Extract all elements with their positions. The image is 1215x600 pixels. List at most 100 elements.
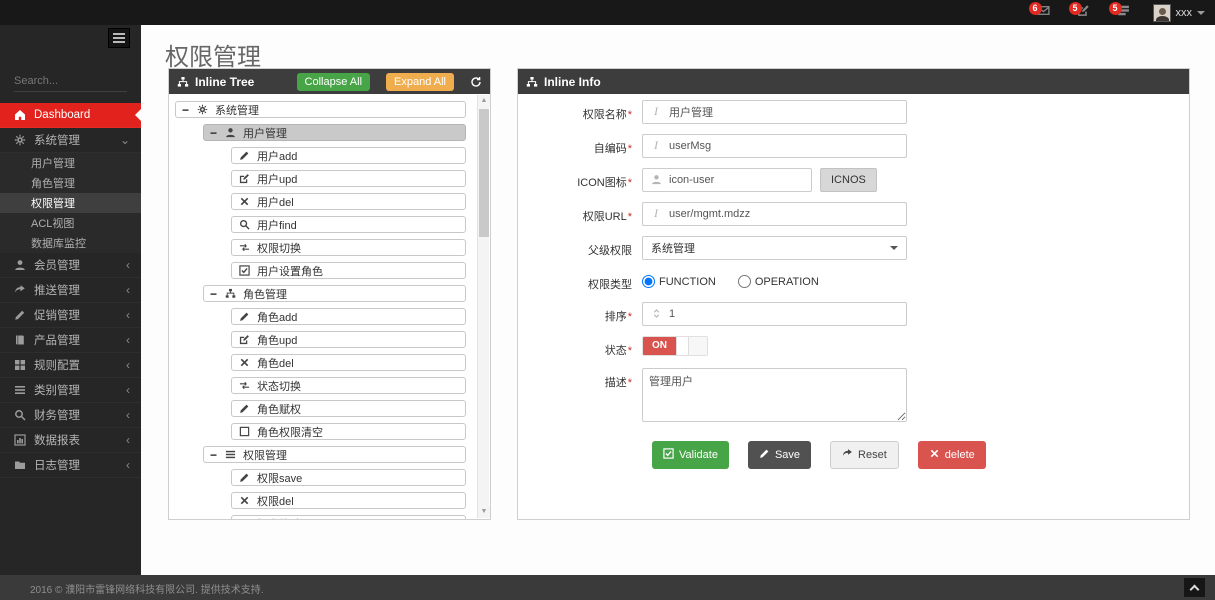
chart-icon — [13, 434, 27, 446]
expand-all-button[interactable]: Expand All — [386, 72, 454, 91]
sidebar-item-规则配置[interactable]: 规则配置 ‹ — [0, 353, 141, 378]
tree-node-角色upd[interactable]: 角色upd — [231, 331, 466, 348]
sidebar-item-label: 数据报表 — [34, 435, 80, 447]
collapse-toggle-icon[interactable]: − — [182, 102, 190, 117]
collapse-toggle-icon[interactable]: − — [210, 286, 218, 301]
field-control — [642, 368, 907, 427]
delete-button[interactable]: delete — [917, 441, 986, 469]
sidebar-subitem-权限管理[interactable]: 权限管理 — [0, 193, 141, 213]
sidebar-item-类别管理[interactable]: 类别管理 ‹ — [0, 378, 141, 403]
scroll-to-top-button[interactable] — [1184, 578, 1205, 597]
field-control: I — [642, 202, 907, 226]
tree-node-用户add[interactable]: 用户add — [231, 147, 466, 164]
tree-node-角色赋权[interactable]: 角色赋权 — [231, 400, 466, 417]
collapse-all-button[interactable]: Collapse All — [296, 72, 371, 91]
envelope-notifications[interactable]: 6 — [1028, 1, 1053, 22]
radio-input[interactable] — [737, 275, 751, 288]
description-textarea[interactable] — [642, 368, 907, 422]
status-toggle[interactable]: ON — [642, 336, 708, 356]
square-icon — [238, 426, 251, 437]
radio-input[interactable] — [642, 275, 655, 288]
tree-node-用户设置角色[interactable]: 用户设置角色 — [231, 262, 466, 279]
sidebar-subitem-ACL视图[interactable]: ACL视图 — [31, 218, 75, 230]
tree-node-label: 用户del — [257, 196, 294, 209]
collapse-toggle-icon[interactable]: − — [210, 447, 218, 462]
user-name: xxx — [1175, 6, 1193, 19]
tree-node-角色权限清空[interactable]: 角色权限清空 — [231, 423, 466, 440]
sidebar-item-会员管理[interactable]: 会员管理 ‹ — [0, 253, 141, 278]
sidebar-item-产品管理[interactable]: 产品管理 ‹ — [0, 328, 141, 353]
tree-node-权限del[interactable]: 权限del — [231, 492, 466, 509]
sidebar-item-label: 规则配置 — [34, 360, 80, 372]
permission-url-input[interactable] — [642, 202, 907, 226]
sidebar-subitem-角色管理[interactable]: 角色管理 — [31, 178, 75, 190]
sidebar-subitem-用户管理[interactable]: 用户管理 — [31, 158, 75, 170]
parent-permission-select[interactable]: 系统管理 — [642, 236, 907, 260]
sidebar-item-数据报表[interactable]: 数据报表 ‹ — [0, 428, 141, 453]
sitemap-icon — [224, 288, 237, 299]
self-code-input[interactable] — [642, 134, 907, 158]
tree-node-用户find[interactable]: 用户find — [231, 216, 466, 233]
tree-node-角色del[interactable]: 角色del — [231, 354, 466, 371]
tree-node-用户upd[interactable]: 用户upd — [231, 170, 466, 187]
sidebar-item-日志管理[interactable]: 日志管理 ‹ — [0, 453, 141, 478]
collapse-toggle-icon[interactable]: − — [210, 125, 218, 140]
tree-node-状态切换[interactable]: 状态切换 — [231, 377, 466, 394]
chevron-left-icon: ‹ — [126, 358, 130, 372]
scroll-down-arrow[interactable]: ▼ — [478, 506, 490, 518]
sort-order-input[interactable] — [642, 302, 907, 326]
permission-type-radio-group: FUNCTION OPERATION — [642, 270, 907, 288]
tree-node-权限管理[interactable]: − 权限管理 — [203, 446, 466, 463]
required-asterisk: * — [627, 345, 632, 357]
field-control — [642, 168, 812, 192]
tree-node-用户管理[interactable]: − 用户管理 — [203, 124, 466, 141]
search-input[interactable] — [14, 75, 156, 87]
page-title: 权限管理 — [165, 44, 261, 71]
inline-info-panel: Inline Info 权限名称* I 自编码* I ICON图标* ICNOS 权限URL… — [517, 68, 1190, 520]
sidebar-item-系统管理[interactable]: 系统管理 ⌄ — [0, 128, 141, 153]
user-menu[interactable]: xxx — [1152, 3, 1205, 22]
refresh-icon[interactable] — [470, 76, 482, 88]
tree-scrollbar[interactable]: ▲ ▼ — [477, 95, 490, 518]
sidebar-subitem-数据库监控[interactable]: 数据库监控 — [31, 238, 86, 250]
switch-icon — [238, 242, 251, 253]
sidebar-toggle-button[interactable] — [108, 28, 130, 48]
validate-button[interactable]: Validate — [652, 441, 729, 469]
tree-node-label: 用户upd — [257, 173, 298, 186]
chevron-left-icon: ‹ — [126, 308, 130, 322]
tree-node-label: 状态切换 — [257, 380, 301, 393]
tree-node-权限切换[interactable]: 权限切换 — [231, 239, 466, 256]
scrollbar-thumb[interactable] — [479, 109, 489, 237]
radio-option-OPERATION[interactable]: OPERATION — [737, 275, 819, 288]
form-row-parent-permission: 父级权限 系统管理 — [532, 236, 1175, 260]
tree-node-权限save[interactable]: 权限save — [231, 469, 466, 486]
topbar-right-group: 6 5 5 xxx — [1028, 0, 1205, 25]
sidebar-item-推送管理[interactable]: 推送管理 ‹ — [0, 278, 141, 303]
tasks-notifications[interactable]: 5 — [1108, 1, 1133, 22]
tree-node-提交校验[interactable]: 提交校验 — [231, 515, 466, 519]
tree-node-系统管理[interactable]: − 系统管理 — [175, 101, 466, 118]
icnos-button[interactable]: ICNOS — [820, 168, 877, 192]
tree-node-角色add[interactable]: 角色add — [231, 308, 466, 325]
pencil-icon — [238, 472, 251, 483]
sidebar-item-促销管理[interactable]: 促销管理 ‹ — [0, 303, 141, 328]
permission-tree: − 系统管理 − 用户管理用户add 用户upd 用户del 用户find 权限切换用户设置角… — [169, 94, 490, 519]
icon-input[interactable] — [642, 168, 812, 192]
reset-button[interactable]: Reset — [830, 441, 899, 469]
save-button[interactable]: Save — [747, 441, 812, 469]
tree-node-角色管理[interactable]: − 角色管理 — [203, 285, 466, 302]
radio-option-FUNCTION[interactable]: FUNCTION — [642, 275, 716, 288]
form-row-permission-type: 权限类型 FUNCTION OPERATION — [532, 270, 1175, 292]
sidebar-item-label: 推送管理 — [34, 285, 80, 297]
scroll-up-arrow[interactable]: ▲ — [478, 95, 490, 107]
tree-node-用户del[interactable]: 用户del — [231, 193, 466, 210]
inline-tree-header: Inline Tree Collapse All Expand All — [169, 69, 490, 94]
edit-notifications[interactable]: 5 — [1068, 1, 1093, 22]
sidebar-item-Dashboard[interactable]: Dashboard — [0, 103, 141, 128]
toggle-handle[interactable] — [676, 337, 689, 355]
sidebar-item-财务管理[interactable]: 财务管理 ‹ — [0, 403, 141, 428]
tree-node-label: 提交校验 — [257, 516, 301, 520]
folder-icon — [13, 459, 27, 471]
permission-name-input[interactable] — [642, 100, 907, 124]
field-control: FUNCTION OPERATION — [642, 270, 907, 288]
